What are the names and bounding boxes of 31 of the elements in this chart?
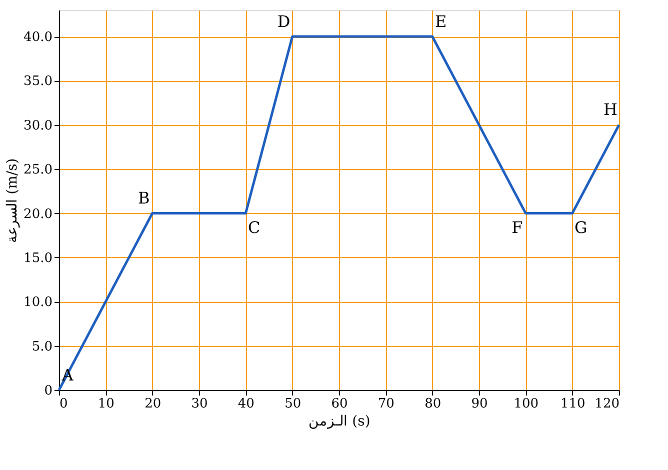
y-tick-label: 35.0: [24, 74, 52, 90]
annotation: H: [604, 100, 618, 120]
x-tick-label: 30: [191, 396, 208, 412]
y-tick-label: 30.0: [24, 118, 52, 134]
x-tick-label: 90: [471, 396, 488, 412]
x-tick-label: 10: [98, 396, 114, 412]
x-axis-title: الـزمن (s): [308, 414, 370, 430]
annotation: B: [138, 188, 150, 208]
x-tick-label: 80: [424, 396, 442, 412]
y-tick-label: 15.0: [24, 250, 52, 266]
annotation: C: [248, 218, 260, 237]
y-tick-label: 0: [44, 384, 52, 398]
y-axis-title: السرعة (m/s): [4, 158, 21, 243]
x-tick-label: 0: [60, 396, 68, 412]
y-tick-label: 20.0: [24, 206, 52, 222]
x-tick-label: 20: [144, 396, 162, 412]
y-tick-label: 10.0: [24, 295, 52, 310]
x-tick-label: 110: [560, 396, 586, 412]
annotation: E: [434, 12, 447, 31]
annotation: G: [574, 218, 588, 237]
x-tick-label: 60: [331, 396, 348, 412]
y-tick-label: 5.0: [32, 339, 52, 354]
annotation: D: [277, 12, 290, 31]
x-tick-label: 50: [284, 396, 302, 412]
x-tick-label: 70: [378, 396, 394, 412]
y-tick-label: 25.0: [24, 162, 52, 178]
x-tick-label: 120: [594, 396, 620, 412]
y-tick-label: 40.0: [24, 30, 52, 46]
x-tick-label: 100: [514, 396, 539, 412]
annotation: F: [512, 218, 523, 237]
x-tick-label: 40: [238, 396, 254, 412]
